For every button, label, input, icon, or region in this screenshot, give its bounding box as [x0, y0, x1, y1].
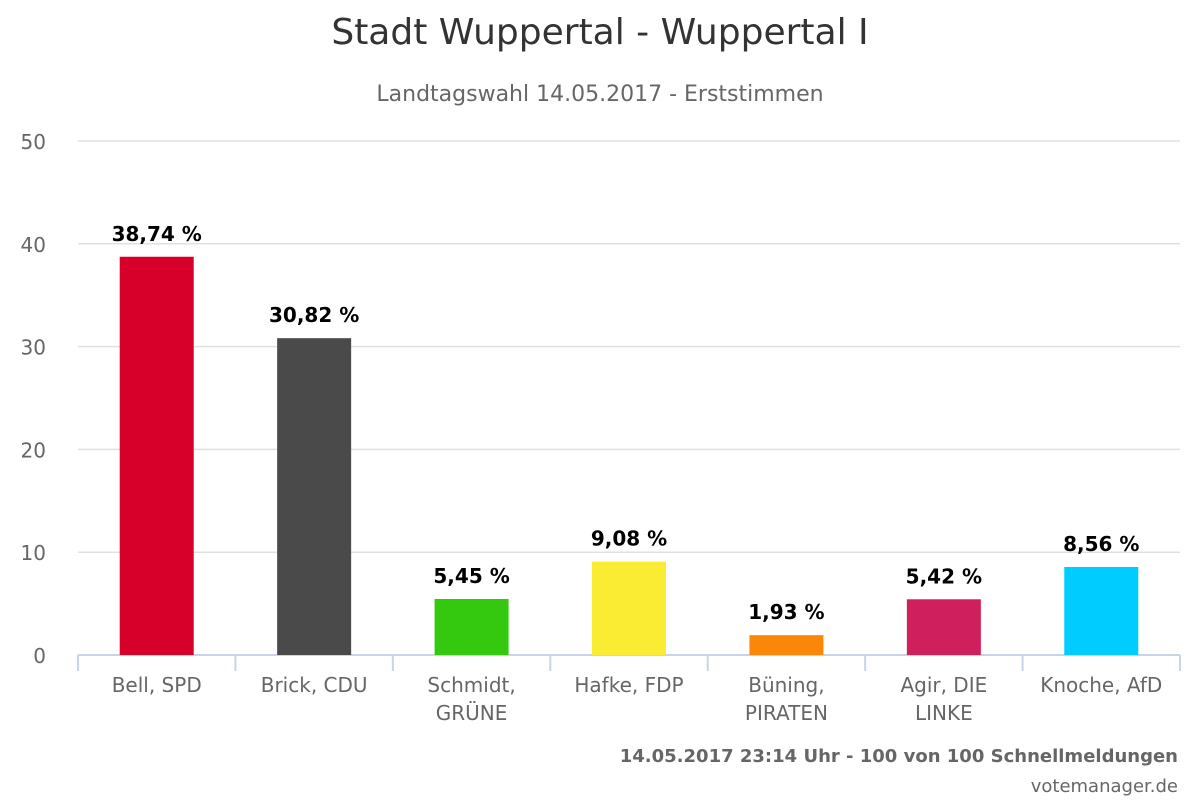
data-label: 1,93 %: [748, 600, 824, 624]
data-label: 5,42 %: [906, 564, 982, 588]
bar: [434, 598, 509, 655]
bar: [119, 256, 194, 655]
bar: [277, 338, 352, 655]
x-tick-label: Hafke, FDP: [574, 673, 683, 697]
x-tick-label: LINKE: [915, 701, 973, 725]
bar: [749, 635, 824, 655]
x-tick-label: Knoche, AfD: [1040, 673, 1162, 697]
x-tick-label: Bell, SPD: [112, 673, 202, 697]
bar: [906, 599, 981, 655]
y-tick-label: 50: [21, 130, 46, 154]
y-tick-label: 40: [21, 233, 46, 257]
x-tick-label: Schmidt,: [427, 673, 515, 697]
bar: [1064, 567, 1139, 655]
x-tick-label: Agir, DIE: [900, 673, 987, 697]
y-tick-label: 20: [21, 438, 46, 462]
chart-title: Stadt Wuppertal - Wuppertal I: [331, 12, 869, 53]
footer-status: 14.05.2017 23:14 Uhr - 100 von 100 Schne…: [619, 746, 1178, 767]
chart-subtitle: Landtagswahl 14.05.2017 - Erststimmen: [376, 82, 824, 107]
x-tick-label: GRÜNE: [436, 701, 508, 725]
footer-credit: votemanager.de: [1030, 776, 1178, 797]
x-tick-label: Büning,: [748, 673, 824, 697]
x-tick-label: Brick, CDU: [261, 673, 368, 697]
data-label: 5,45 %: [433, 564, 509, 588]
x-tick-label: PIRATEN: [745, 701, 828, 725]
bar: [592, 561, 666, 655]
y-tick-label: 10: [21, 541, 46, 565]
y-tick-label: 0: [33, 644, 46, 668]
data-label: 8,56 %: [1063, 532, 1139, 556]
data-label: 9,08 %: [591, 527, 667, 551]
data-label: 38,74 %: [112, 222, 202, 246]
data-label: 30,82 %: [269, 303, 359, 327]
y-tick-label: 30: [21, 336, 46, 360]
